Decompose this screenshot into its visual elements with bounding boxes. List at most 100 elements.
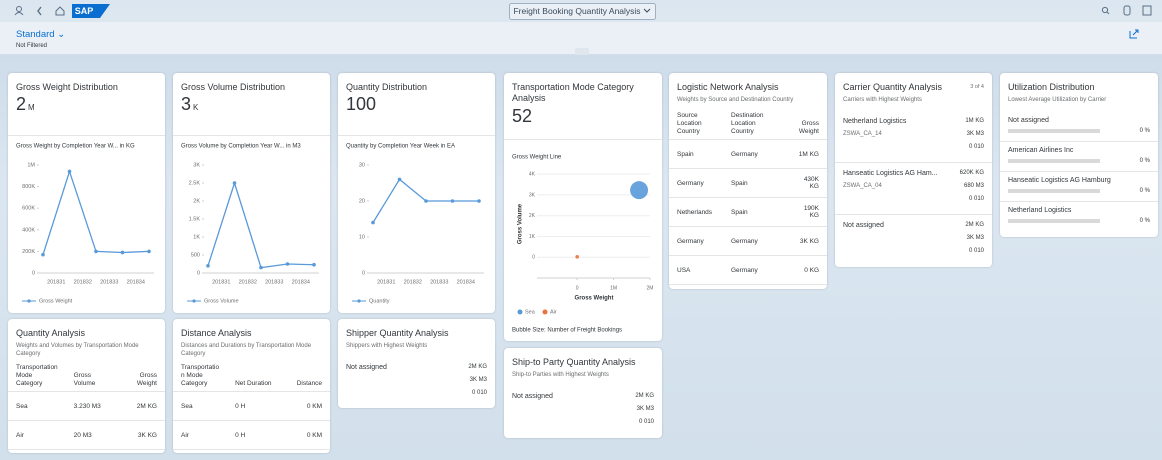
- table-row[interactable]: Germany Spain 430K KG: [669, 168, 827, 198]
- y-tick-label: 2K: [193, 198, 200, 204]
- sap-logo[interactable]: [72, 4, 110, 18]
- collapse-handle[interactable]: [575, 48, 589, 55]
- card-title: Logistic Network Analysis: [677, 82, 779, 92]
- card[interactable]: Utilization Distribution Lowest Average U…: [1000, 73, 1158, 237]
- card-subtitle: Weights by Source and Destination Countr…: [677, 97, 794, 103]
- list-item[interactable]: Hanseatic Logistics AG Ham... ZSWA_CA_04 6…: [835, 167, 992, 217]
- legend-label: Quantity: [369, 298, 390, 304]
- search-icon[interactable]: [1101, 6, 1109, 14]
- card[interactable]: Transportation Mode Category Analysis 52 G…: [504, 73, 662, 341]
- card-title: Distance Analysis: [181, 328, 252, 338]
- table-row[interactable]: Spain Germany 1M KG: [669, 139, 827, 169]
- header-separator: [173, 135, 330, 136]
- data-table: Transportation Mode Category Gross Volume…: [8, 361, 165, 450]
- table-row[interactable]: Sea 3.230 M3 2M KG: [8, 391, 165, 421]
- y-tick-label: 30: [359, 162, 365, 168]
- menu-icon[interactable]: [1142, 5, 1152, 16]
- shell-bar: SAP Freight Booking Quantity Analysis: [0, 0, 1162, 22]
- y-tick-label: 2.5K: [189, 180, 201, 186]
- progress-label: 0 %: [1139, 218, 1150, 224]
- y-tick-label: 600K: [22, 206, 35, 212]
- progress-label: 0 %: [1139, 128, 1150, 134]
- bubble: [575, 255, 580, 259]
- data-table: Transportatio n Mode Category Net Duratio…: [173, 361, 330, 450]
- y-tick-label: 10: [359, 234, 365, 240]
- card[interactable]: Gross Weight Distribution 2 M Gross Weight …: [8, 73, 165, 313]
- y-tick-label: 1K: [529, 234, 536, 240]
- table-cell: Germany: [723, 255, 786, 285]
- list-item[interactable]: Not assigned 2M KG 3K M3 0 010: [835, 219, 992, 267]
- table-cell: 0 H: [227, 391, 285, 421]
- table-cell: 430K KG: [785, 168, 827, 198]
- point: [285, 262, 290, 266]
- table-cell: Netherlands: [669, 197, 723, 227]
- item-separator: [835, 162, 992, 163]
- card[interactable]: Quantity Analysis Weights and Volumes by …: [8, 319, 165, 453]
- progress-item[interactable]: Not assigned 0 %: [1000, 115, 1158, 143]
- table-cell: 0 KM: [284, 391, 330, 421]
- item-figure: 3K M3: [966, 235, 984, 241]
- share-icon[interactable]: [1128, 28, 1140, 40]
- point: [371, 220, 375, 225]
- column-header: Gross Weight: [116, 361, 165, 392]
- legend-label: Sea: [525, 309, 536, 315]
- point: [120, 250, 125, 255]
- progress-item[interactable]: Netherland Logistics 0 %: [1000, 205, 1158, 233]
- table-cell: 3.230 M3: [65, 391, 117, 421]
- card[interactable]: Shipper Quantity Analysis Shippers with H…: [338, 319, 495, 408]
- card[interactable]: Distance Analysis Distances and Durations…: [173, 319, 330, 453]
- item-separator: [1000, 171, 1158, 172]
- table-row[interactable]: Germany Germany 3K KG: [669, 226, 827, 256]
- legend-label: Gross Volume: [204, 298, 239, 304]
- progress-item[interactable]: Hanseatic Logistics AG Hamburg 0 %: [1000, 175, 1158, 203]
- card-subtitle: Carriers with Highest Weights: [843, 97, 922, 103]
- card[interactable]: Carrier Quantity Analysis 3 of 4 Carriers …: [835, 73, 992, 267]
- point: [450, 199, 455, 203]
- list-item[interactable]: Netherland Logistics ZSWA_CA_14 1M KG 3K M3…: [835, 115, 992, 165]
- notifications-icon[interactable]: [1123, 5, 1131, 16]
- line: [42, 169, 150, 255]
- card[interactable]: Quantity Distribution 100 Quantity by Comp…: [338, 73, 495, 313]
- variant-selector[interactable]: Standard ⌄: [16, 29, 66, 40]
- list-item[interactable]: Not assigned 2M KG 3K M3 0 010: [504, 390, 662, 438]
- card-title: Gross Volume Distribution: [181, 82, 286, 92]
- table-cell: 3K KG: [116, 420, 165, 450]
- table-cell: 20 M3: [65, 420, 117, 450]
- item-figure: 0 010: [968, 248, 984, 254]
- table-cell: Germany: [669, 226, 723, 256]
- item-figure: 3K M3: [636, 406, 654, 412]
- user-icon[interactable]: [16, 6, 22, 12]
- table-cell: Germany: [723, 139, 786, 169]
- item-name: American Airlines Inc: [1008, 147, 1074, 154]
- card[interactable]: Gross Volume Distribution 3 K Gross Volume …: [173, 73, 330, 313]
- chart-title: Quantity by Completion Year Week in EA: [346, 144, 455, 150]
- back-icon[interactable]: [37, 6, 42, 16]
- item-name: Not assigned: [512, 393, 553, 400]
- item-figure: 1M KG: [965, 118, 984, 124]
- card[interactable]: Logistic Network Analysis Weights by Sour…: [669, 73, 827, 289]
- item-name: Not assigned: [843, 222, 884, 229]
- app-title-box[interactable]: [509, 3, 656, 20]
- y-tick-label: 4K: [529, 171, 536, 177]
- list-item[interactable]: Not assigned 2M KG 3K M3 0 010: [338, 361, 495, 408]
- table-row[interactable]: Netherlands Spain 190K KG: [669, 197, 827, 227]
- chart: Quantity by Completion Year Week in EA 0 1…: [346, 144, 484, 304]
- progress-label: 0 %: [1139, 158, 1150, 164]
- table-row[interactable]: USA Germany 0 KG: [669, 255, 827, 285]
- card-subtitle: Weights and Volumes by Transportation Mo…: [16, 343, 139, 357]
- progress-item[interactable]: American Airlines Inc 0 %: [1000, 145, 1158, 173]
- point: [67, 169, 72, 174]
- item-name: Netherland Logistics: [1008, 207, 1072, 214]
- item-name: Hanseatic Logistics AG Hamburg: [1008, 177, 1111, 184]
- app-title: Freight Booking Quantity Analysis: [513, 6, 640, 16]
- app-title-chevron: [643, 8, 651, 13]
- table-cell: 0 KM: [284, 420, 330, 450]
- table-row[interactable]: Air 20 M3 3K KG: [8, 420, 165, 450]
- chart: Gross Volume by Completion Year W... in …: [181, 144, 319, 304]
- sap-logo-text: SAP: [75, 6, 94, 16]
- home-icon[interactable]: [55, 6, 65, 16]
- card[interactable]: Ship-to Party Quantity Analysis Ship-to P…: [504, 348, 662, 438]
